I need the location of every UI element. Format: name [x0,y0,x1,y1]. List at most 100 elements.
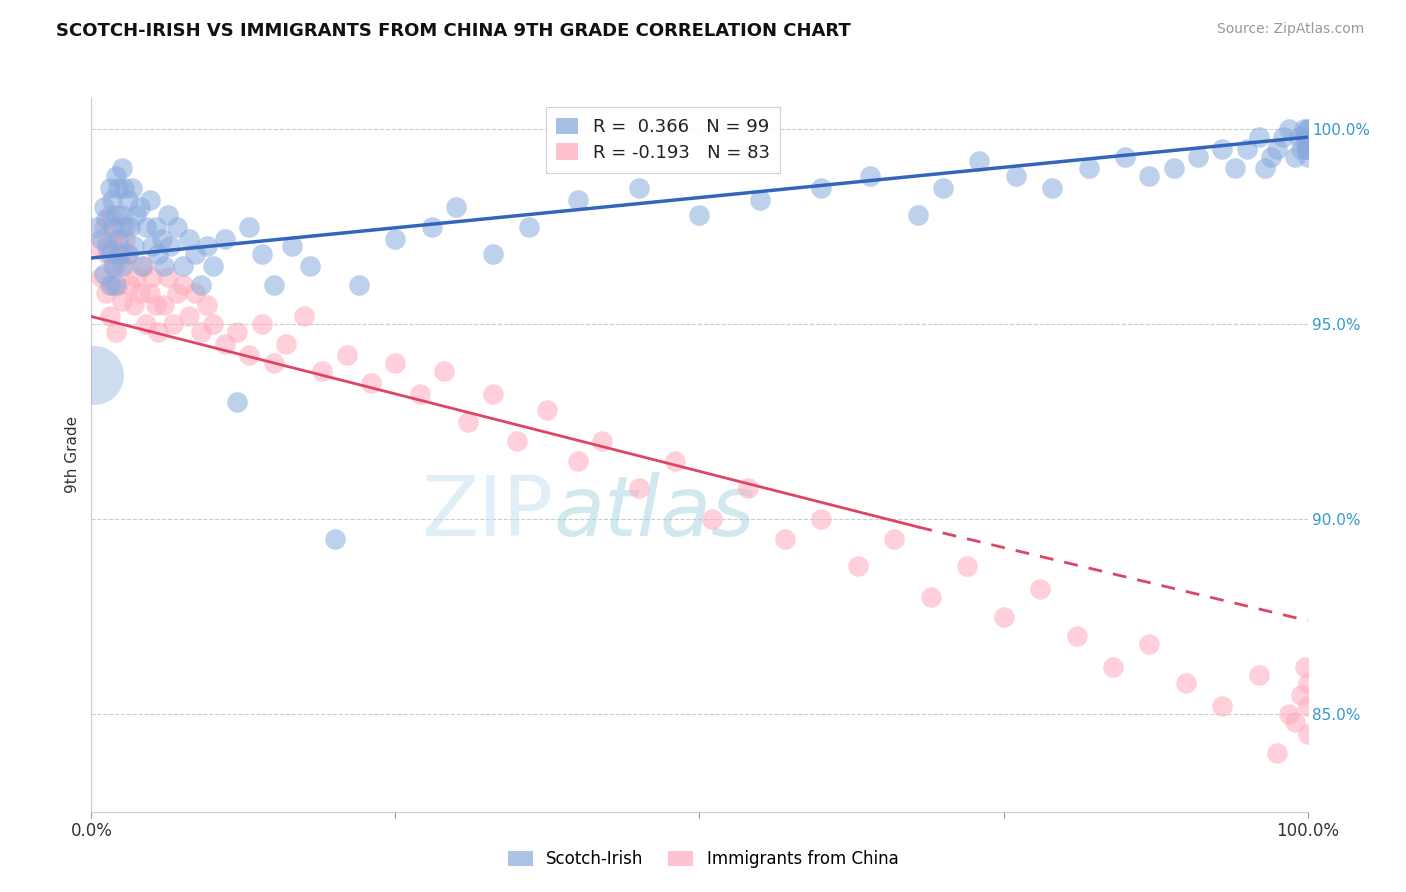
Point [1265,746,1288,760]
Point [688,208,710,222]
Point [1139,637,1161,651]
Point [94,286,117,301]
Point [1187,150,1209,164]
Point [444,200,467,214]
Point [1004,169,1026,183]
Point [1294,130,1316,145]
Point [135,318,157,332]
Point [153,259,176,273]
Point [263,278,285,293]
Point [90,231,112,245]
Point [1236,142,1258,156]
Point [141,270,163,285]
Point [122,298,145,312]
Point [591,434,613,449]
Point [120,278,142,293]
Point [177,231,200,245]
Point [190,325,212,339]
Text: Source: ZipAtlas.com: Source: ZipAtlas.com [1216,22,1364,37]
Text: ZIP: ZIP [422,472,554,552]
Point [195,298,218,312]
Point [107,181,129,195]
Point [107,231,129,245]
Point [114,231,136,245]
Point [1077,161,1099,176]
Point [907,208,929,222]
Point [103,231,125,245]
Point [108,239,131,253]
Legend: Scotch-Irish, Immigrants from China: Scotch-Irish, Immigrants from China [501,844,905,875]
Point [202,259,225,273]
Point [700,512,723,526]
Point [139,193,162,207]
Point [153,298,176,312]
Point [117,247,139,261]
Point [132,259,155,273]
Point [567,454,589,468]
Point [131,259,153,273]
Point [98,208,121,222]
Point [93,219,115,234]
Point [1278,122,1301,136]
Point [93,200,115,214]
Point [184,247,207,261]
Point [104,169,127,183]
Point [238,219,260,234]
Point [117,247,139,261]
Point [311,364,333,378]
Point [98,247,121,261]
Y-axis label: 9th Grade: 9th Grade [65,417,80,493]
Legend: R =  0.366   N = 99, R = -0.193   N = 83: R = 0.366 N = 99, R = -0.193 N = 83 [546,107,780,172]
Point [1102,660,1125,674]
Point [1291,688,1313,702]
Point [931,181,953,195]
Point [920,591,942,605]
Point [172,259,194,273]
Point [145,298,167,312]
Point [1284,714,1306,729]
Point [125,270,148,285]
Point [238,349,260,363]
Point [250,247,273,261]
Point [86,239,108,253]
Point [1163,161,1185,176]
Point [184,286,207,301]
Point [156,208,179,222]
Point [883,532,905,546]
Point [148,247,170,261]
Point [156,270,179,285]
Point [202,318,225,332]
Point [114,219,136,234]
Point [93,267,115,281]
Point [117,193,139,207]
Point [956,559,979,574]
Point [323,532,346,546]
Point [1254,161,1277,176]
Point [1175,676,1198,690]
Point [96,239,118,253]
Point [664,454,686,468]
Point [1139,169,1161,183]
Point [457,415,479,429]
Point [1291,142,1313,156]
Point [1278,707,1301,722]
Point [347,278,370,293]
Point [1265,142,1288,156]
Point [90,270,112,285]
Point [129,200,152,214]
Point [103,219,125,234]
Point [120,219,142,234]
Point [517,219,540,234]
Point [214,336,236,351]
Point [111,161,134,176]
Point [104,259,127,273]
Point [506,434,529,449]
Point [859,169,882,183]
Point [1296,727,1319,741]
Point [111,293,134,308]
Point [810,181,832,195]
Point [1295,142,1317,156]
Point [481,247,503,261]
Point [292,310,315,324]
Point [1247,668,1270,682]
